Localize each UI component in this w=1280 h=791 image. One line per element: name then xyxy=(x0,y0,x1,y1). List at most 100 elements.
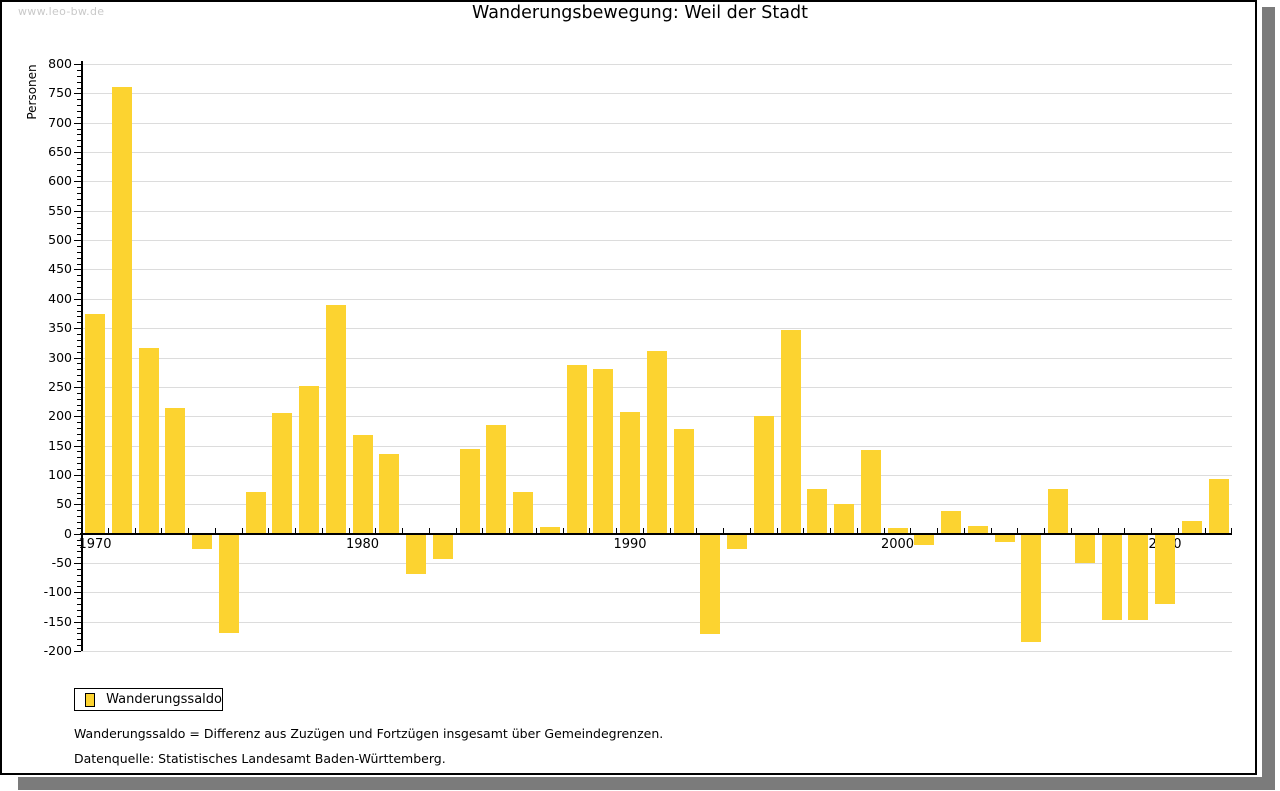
y-minor-tick xyxy=(77,222,81,224)
y-minor-tick xyxy=(77,557,81,559)
y-minor-tick xyxy=(77,439,81,441)
y-minor-tick xyxy=(77,480,81,482)
y-minor-tick xyxy=(77,633,81,635)
gridline xyxy=(81,152,1232,154)
y-minor-tick xyxy=(77,251,81,253)
y-minor-tick xyxy=(77,492,81,494)
y-minor-tick xyxy=(77,116,81,118)
bar-2004 xyxy=(994,534,1015,542)
watermark: www.leo-bw.de xyxy=(18,5,105,18)
x-tick xyxy=(375,527,377,533)
bar-2012 xyxy=(1208,478,1229,533)
y-minor-tick xyxy=(77,469,81,470)
bar-1974 xyxy=(192,534,212,550)
y-minor-tick xyxy=(77,381,81,382)
x-tick xyxy=(1204,527,1206,533)
gridline xyxy=(81,563,1232,564)
y-minor-tick xyxy=(77,639,81,641)
y-tick-label: 100 xyxy=(48,466,72,482)
y-major-tick xyxy=(74,445,81,447)
x-tick xyxy=(1070,527,1072,533)
y-tick-label: -200 xyxy=(43,643,72,658)
y-minor-tick xyxy=(77,457,81,459)
y-major-tick xyxy=(74,592,81,594)
x-tick xyxy=(1017,527,1019,533)
bar-2002 xyxy=(941,510,961,533)
y-minor-tick xyxy=(77,87,81,89)
y-major-tick xyxy=(74,181,81,183)
y-tick-label: 400 xyxy=(48,290,72,306)
y-minor-tick xyxy=(77,322,81,324)
y-major-tick xyxy=(74,621,81,623)
y-minor-tick xyxy=(77,433,81,435)
y-tick-label: -150 xyxy=(43,613,72,629)
x-tick xyxy=(1151,527,1153,533)
bar-1970 xyxy=(85,314,105,533)
y-minor-tick xyxy=(77,498,81,500)
x-tick xyxy=(1044,527,1046,533)
y-minor-tick xyxy=(77,111,81,112)
y-minor-tick xyxy=(77,128,81,130)
bar-2003 xyxy=(967,525,988,533)
y-minor-tick xyxy=(77,234,81,236)
y-minor-tick xyxy=(77,175,81,177)
x-tick xyxy=(161,527,163,533)
x-tick xyxy=(509,527,511,533)
y-major-tick xyxy=(74,474,81,476)
y-major-tick xyxy=(74,651,81,652)
bar-1996 xyxy=(780,329,801,533)
x-tick-label: 2000 xyxy=(880,537,915,552)
bar-1985 xyxy=(486,425,507,533)
y-minor-tick xyxy=(77,263,81,265)
bar-1992 xyxy=(673,428,694,533)
y-tick-label: -50 xyxy=(51,555,72,570)
bar-2005 xyxy=(1021,534,1042,642)
gridline xyxy=(81,269,1232,271)
y-minor-tick xyxy=(77,228,81,230)
bar-1994 xyxy=(727,534,747,550)
y-minor-tick xyxy=(77,146,81,148)
bar-1971 xyxy=(111,86,132,533)
y-minor-tick xyxy=(77,609,81,611)
y-major-tick xyxy=(74,298,81,300)
bar-1973 xyxy=(165,407,186,533)
y-minor-tick xyxy=(77,81,81,83)
y-minor-tick xyxy=(77,598,81,600)
bar-1999 xyxy=(860,450,881,533)
y-minor-tick xyxy=(77,134,81,136)
y-tick-label: 350 xyxy=(48,320,72,336)
bar-2009 xyxy=(1128,534,1149,621)
x-tick xyxy=(81,527,83,533)
legend-swatch xyxy=(85,692,96,707)
gridline xyxy=(81,240,1232,242)
y-minor-tick xyxy=(77,157,81,159)
y-minor-tick xyxy=(77,334,81,335)
x-tick xyxy=(616,527,618,533)
y-minor-tick xyxy=(77,310,81,312)
x-tick xyxy=(749,527,751,533)
y-major-tick xyxy=(74,563,81,564)
y-minor-tick xyxy=(77,398,81,400)
x-tick xyxy=(107,527,109,533)
y-tick-label: 700 xyxy=(48,114,72,130)
gridline xyxy=(81,651,1232,652)
y-minor-tick xyxy=(77,551,81,553)
y-minor-tick xyxy=(77,339,81,341)
y-minor-tick xyxy=(77,516,81,517)
y-minor-tick xyxy=(77,246,81,247)
y-minor-tick xyxy=(77,216,81,218)
y-minor-tick xyxy=(77,422,81,424)
gridline xyxy=(81,64,1232,65)
y-minor-tick xyxy=(77,615,81,617)
gridline xyxy=(81,122,1232,124)
y-major-tick xyxy=(74,386,81,388)
bar-2010 xyxy=(1155,534,1175,605)
y-tick-label: 300 xyxy=(48,349,72,365)
x-tick xyxy=(562,527,564,533)
y-minor-tick xyxy=(77,292,81,294)
bar-2000 xyxy=(887,527,908,533)
y-major-tick xyxy=(74,328,81,330)
y-minor-tick xyxy=(77,539,81,541)
